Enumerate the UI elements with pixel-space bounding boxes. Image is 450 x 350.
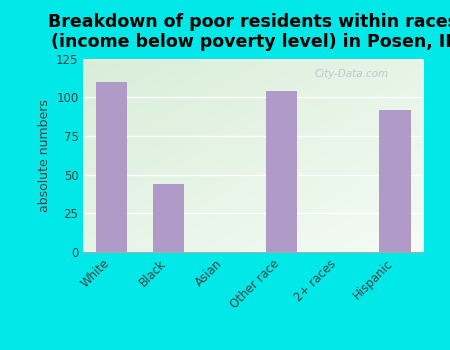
Bar <box>379 110 411 252</box>
Title: Breakdown of poor residents within races
(income below poverty level) in Posen, : Breakdown of poor residents within races… <box>48 13 450 51</box>
Y-axis label: absolute numbers: absolute numbers <box>37 99 50 212</box>
Bar <box>266 91 297 252</box>
Text: City-Data.com: City-Data.com <box>315 69 389 79</box>
Bar <box>153 184 184 252</box>
Bar <box>96 82 127 252</box>
